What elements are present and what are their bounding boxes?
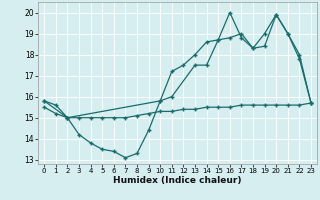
X-axis label: Humidex (Indice chaleur): Humidex (Indice chaleur) bbox=[113, 176, 242, 185]
